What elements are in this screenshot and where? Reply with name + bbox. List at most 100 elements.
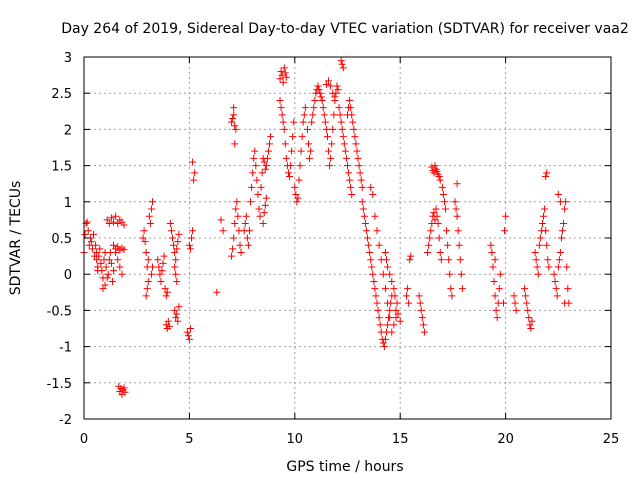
data-point: [94, 263, 102, 271]
data-point: [252, 162, 260, 170]
data-point: [456, 256, 464, 264]
data-point: [165, 322, 173, 330]
data-point: [337, 57, 345, 65]
data-point: [563, 263, 571, 271]
data-point: [379, 339, 387, 347]
data-point: [356, 169, 364, 177]
data-point: [345, 169, 353, 177]
x-axis-tick-labels: 0 5 10 15 20 25: [80, 432, 619, 447]
data-point: [448, 292, 456, 300]
data-point: [353, 147, 361, 155]
x-axis-label: GPS time / hours: [286, 459, 403, 475]
data-point: [185, 241, 193, 249]
data-point: [327, 82, 335, 90]
data-point: [381, 285, 389, 293]
data-point: [555, 256, 563, 264]
data-point: [186, 325, 194, 332]
data-point: [556, 248, 564, 256]
data-point: [231, 220, 239, 228]
data-point: [347, 104, 355, 112]
data-point: [104, 270, 112, 278]
data-point: [243, 234, 251, 242]
data-point: [404, 285, 412, 293]
data-point: [172, 314, 180, 322]
data-point: [388, 328, 396, 336]
data-point: [164, 317, 172, 325]
chart-title: Day 264 of 2019, Sidereal Day-to-day VTE…: [61, 21, 629, 37]
data-point: [171, 248, 179, 256]
data-point: [338, 60, 346, 68]
data-point: [83, 218, 91, 226]
data-point: [259, 220, 267, 228]
data-point: [279, 118, 287, 126]
data-point: [311, 96, 319, 104]
data-point: [362, 227, 370, 235]
data-point: [144, 256, 152, 264]
data-point: [373, 299, 381, 307]
data-point: [564, 285, 572, 293]
data-point: [233, 198, 241, 206]
data-point: [457, 270, 465, 278]
data-point: [322, 125, 330, 133]
data-point: [554, 191, 562, 199]
data-point: [102, 263, 110, 271]
data-point: [231, 140, 239, 148]
data-point: [146, 220, 154, 228]
data-point: [436, 248, 444, 256]
data-point: [435, 234, 443, 242]
data-point: [167, 227, 175, 235]
data-point: [171, 306, 179, 314]
data-point: [542, 172, 550, 180]
data-point: [371, 212, 379, 220]
data-point: [261, 201, 269, 209]
data-point: [95, 252, 103, 260]
data-point: [105, 220, 113, 228]
data-point: [536, 234, 544, 242]
data-point: [163, 288, 171, 296]
data-point: [388, 277, 396, 285]
data-point: [337, 118, 345, 126]
data-point: [149, 263, 157, 271]
data-point: [329, 89, 337, 97]
y-tick-label: -2: [59, 413, 72, 428]
data-point: [189, 158, 197, 166]
data-point: [544, 256, 552, 264]
data-point: [293, 198, 301, 206]
data-point: [267, 133, 275, 141]
data-point: [559, 227, 567, 235]
data-point: [418, 314, 426, 322]
data-point: [170, 241, 178, 249]
data-point: [241, 220, 249, 228]
y-tick-label: -0.5: [47, 304, 72, 319]
data-point: [116, 263, 124, 271]
data-point: [496, 270, 504, 278]
data-point: [108, 277, 116, 285]
data-point: [186, 245, 194, 253]
data-point: [158, 267, 166, 275]
data-point: [292, 191, 300, 199]
data-point: [286, 172, 294, 180]
data-point: [157, 277, 165, 285]
data-point: [120, 221, 128, 229]
data-point: [234, 212, 242, 220]
data-point: [406, 256, 414, 264]
data-point: [298, 133, 306, 141]
data-point: [349, 118, 357, 126]
data-point: [390, 321, 398, 329]
data-point: [493, 314, 501, 322]
data-point: [289, 133, 297, 141]
data-point: [141, 238, 149, 246]
data-point: [360, 212, 368, 220]
data-point: [386, 314, 394, 322]
data-point: [540, 212, 548, 220]
data-point: [143, 285, 151, 293]
data-point: [443, 227, 451, 235]
data-point: [364, 234, 372, 242]
x-tick-label: 0: [80, 432, 88, 447]
grid: [84, 57, 611, 419]
data-point: [264, 147, 272, 155]
data-point: [154, 256, 162, 264]
data-point: [492, 306, 500, 314]
data-point: [105, 256, 113, 264]
data-point: [306, 154, 314, 162]
